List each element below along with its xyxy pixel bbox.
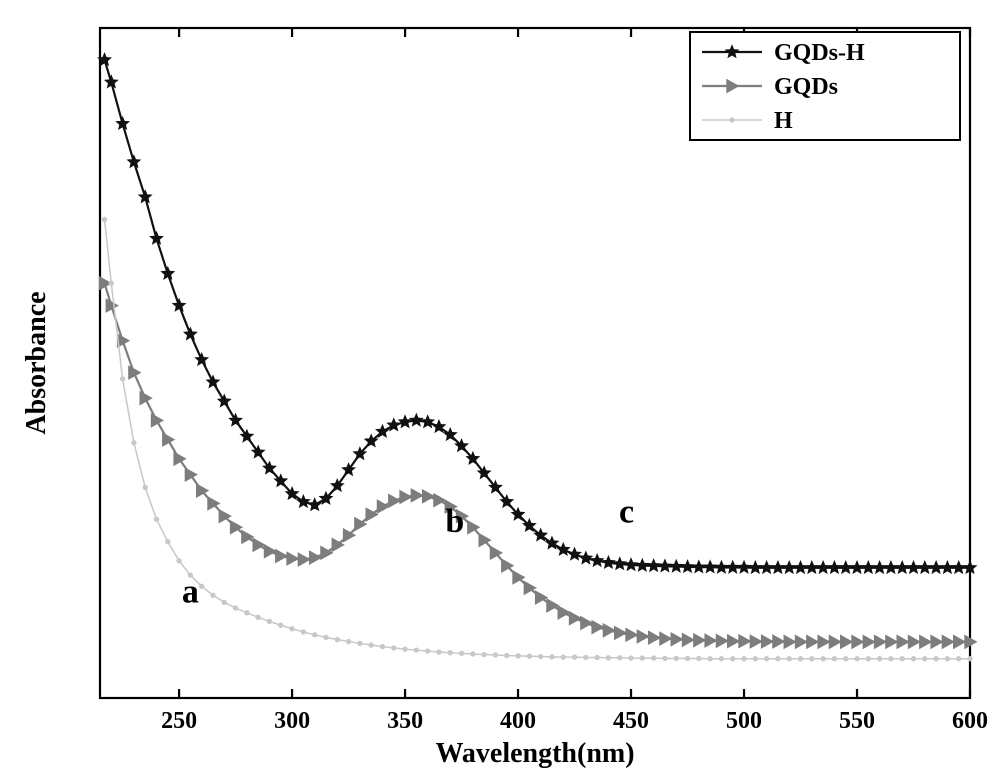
annotation-b: b [445, 503, 464, 540]
annotation-c: c [619, 494, 634, 531]
x-tick-label: 450 [613, 708, 649, 734]
x-tick-label: 550 [839, 708, 875, 734]
y-axis-label: Absorbance [21, 291, 52, 434]
x-tick-label: 250 [161, 708, 197, 734]
x-tick-label: 500 [726, 708, 762, 734]
x-tick-label: 300 [274, 708, 310, 734]
x-tick-label: 350 [387, 708, 423, 734]
legend-item-H: H [774, 108, 793, 134]
x-tick-label: 600 [952, 708, 988, 734]
absorbance-chart: 250 300 350 400 450 500 550 600 a b c Wavelength(… [0, 0, 1000, 779]
x-tick-label: 400 [500, 708, 536, 734]
series-group [98, 53, 976, 661]
legend-item-GQDs: GQDs [774, 74, 838, 100]
series-GQDs [99, 277, 976, 649]
legend-item-GQDs-H: GQDs-H [774, 40, 865, 66]
legend: GQDs-H GQDs H [690, 32, 960, 140]
annotation-a: a [182, 573, 199, 610]
x-axis-label: Wavelength(nm) [435, 738, 634, 769]
